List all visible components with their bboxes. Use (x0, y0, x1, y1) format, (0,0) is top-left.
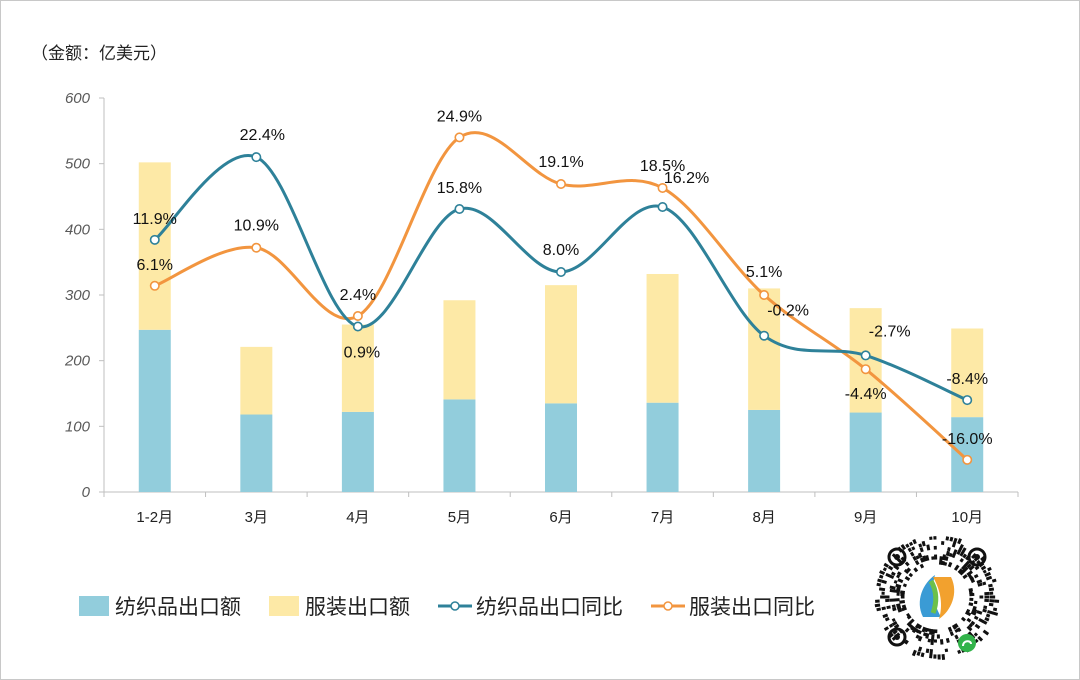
legend-swatch-textile-line (438, 601, 472, 611)
x-tick-label: 9月 (854, 509, 877, 526)
data-label-textile: 22.4% (240, 127, 285, 144)
bar-textile (646, 402, 679, 492)
legend-label-textile-bar: 纺织品出口额 (115, 596, 241, 619)
data-label-apparel: 18.5% (640, 158, 685, 175)
x-tick-label: 7月 (651, 509, 674, 526)
marker-apparel (454, 132, 465, 143)
qr-code-icon (874, 536, 1000, 660)
data-label-apparel: 24.9% (437, 108, 482, 125)
marker-textile (860, 350, 871, 361)
bar-apparel (240, 346, 273, 415)
marker-textile (149, 234, 160, 245)
legend: 纺织品出口额 服装出口额 纺织品出口同比 服装出口同比 (79, 591, 843, 621)
data-label-textile: 0.9% (344, 345, 380, 362)
legend-swatch-apparel-bar (269, 596, 299, 616)
x-tick-label: 5月 (448, 509, 471, 526)
y-tick-label: 400 (65, 221, 91, 238)
bar-textile (951, 417, 984, 492)
marker-apparel (860, 364, 871, 375)
bar-apparel (545, 285, 577, 404)
legend-label-apparel-line: 服装出口同比 (689, 596, 815, 619)
marker-apparel (555, 179, 566, 190)
marker-textile (962, 395, 973, 406)
marker-textile (352, 321, 363, 332)
data-label-apparel: 5.1% (746, 264, 782, 281)
bar-apparel (443, 300, 476, 400)
y-tick-label: 300 (65, 287, 91, 304)
unit-label: （金额：亿美元） (31, 44, 167, 63)
bar-textile (240, 414, 273, 492)
data-label-textile: 8.0% (543, 242, 579, 259)
data-label-textile: 11.9% (133, 211, 177, 228)
legend-item-apparel-bar: 服装出口额 (269, 591, 410, 621)
data-label-apparel: -16.0% (942, 431, 993, 448)
data-label-apparel: 2.4% (340, 287, 376, 304)
y-tick-label: 0 (82, 484, 91, 501)
legend-item-apparel-line: 服装出口同比 (651, 591, 815, 621)
x-tick-label: 10月 (951, 509, 983, 526)
marker-apparel (657, 182, 668, 193)
bar-apparel (748, 288, 781, 410)
y-tick-label: 600 (65, 90, 91, 107)
legend-item-textile-line: 纺织品出口同比 (438, 591, 623, 621)
y-tick-label: 500 (65, 156, 91, 173)
bar-textile (748, 409, 781, 492)
data-label-textile: -8.4% (946, 371, 988, 388)
marker-textile (251, 152, 262, 163)
line-apparel (154, 131, 969, 461)
x-tick-label: 6月 (549, 509, 572, 526)
marker-apparel (962, 454, 973, 465)
data-label-textile: -0.2% (767, 303, 809, 320)
bar-textile (341, 411, 374, 492)
legend-label-textile-line: 纺织品出口同比 (476, 596, 623, 619)
bar-apparel (341, 324, 374, 412)
line-textile (153, 153, 968, 402)
marker-textile (759, 330, 770, 341)
marker-apparel (759, 289, 770, 300)
bars (138, 162, 984, 492)
legend-label-apparel-bar: 服装出口额 (305, 596, 410, 619)
marker-textile (454, 203, 465, 214)
bar-apparel (138, 162, 171, 330)
x-tick-label: 8月 (752, 509, 775, 526)
marker-apparel (251, 242, 262, 253)
data-labels: 6.1% 10.9% 2.4% 24.9% 19.1% 18.5% 5.1% -4.4% -16… (133, 108, 993, 447)
marker-textile (657, 202, 668, 213)
legend-swatch-apparel-line (651, 601, 685, 611)
x-tick-label: 4月 (346, 509, 369, 526)
x-tick-label: 3月 (245, 509, 268, 526)
x-tick-label: 1-2月 (136, 509, 173, 526)
data-label-textile: 16.2% (664, 170, 709, 187)
marker-apparel (149, 280, 160, 291)
data-label-textile: 15.8% (437, 180, 482, 197)
data-label-textile: -2.7% (869, 323, 911, 340)
chart-plot: 0 100 200 300 400 500 600 1-2月 3月 4月 5月 6月 7月 8月 9月 10月… (64, 90, 1019, 526)
bar-textile (849, 412, 882, 492)
marker-textile (555, 267, 566, 278)
data-label-apparel: 19.1% (538, 154, 583, 171)
data-label-apparel: 10.9% (234, 218, 279, 235)
bar-textile (443, 399, 476, 492)
bar-textile (138, 329, 171, 492)
legend-item-textile-bar: 纺织品出口额 (79, 591, 241, 621)
data-label-apparel: -4.4% (845, 386, 887, 403)
marker-apparel (352, 311, 363, 322)
y-tick-label: 200 (64, 353, 91, 370)
bar-textile (545, 403, 577, 492)
y-tick-label: 100 (65, 418, 91, 435)
lines (149, 131, 973, 465)
bar-apparel (646, 273, 679, 403)
legend-swatch-textile-bar (79, 596, 109, 616)
data-label-apparel: 6.1% (137, 257, 173, 274)
